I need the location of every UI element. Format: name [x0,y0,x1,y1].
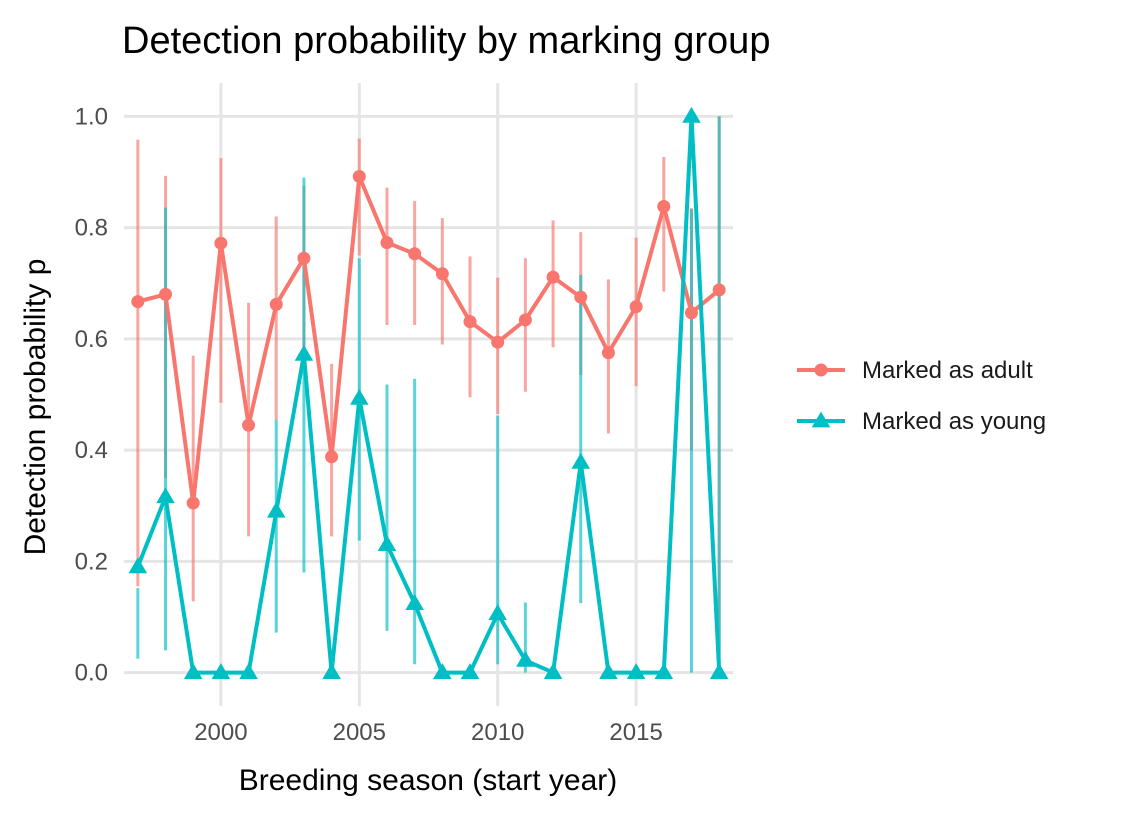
data-point-young [543,663,563,679]
data-point-young [266,501,286,518]
data-point-young [682,106,701,123]
gridlines [124,83,733,706]
data-point-young [239,663,258,679]
data-point-adult [186,496,200,510]
data-point-adult [518,313,532,327]
legend-key-marker-adult [814,363,828,377]
data-point-adult [684,306,698,320]
data-point-adult [491,335,505,349]
data-point-young [516,650,535,667]
data-point-adult [269,297,283,311]
x-tick-label: 2015 [609,719,662,746]
y-tick-label: 0.6 [75,326,108,353]
data-point-young [156,487,175,504]
legend-label-adult: Marked as adult [862,357,1033,384]
x-tick-label: 2010 [471,719,524,746]
data-point-adult [352,169,366,183]
data-point-adult [380,236,394,250]
y-tick-label: 0.2 [75,548,108,575]
data-point-young [350,388,369,405]
data-point-young [183,663,203,679]
y-axis-title: Detection probability p [19,259,52,556]
data-point-adult [408,247,422,261]
series-line-adult [137,174,721,505]
data-point-young [377,535,397,552]
chart-title: Detection probability by marking group [122,20,770,62]
data-point-adult [131,295,145,309]
x-tick-label: 2005 [333,719,386,746]
legend-key-marker-young [811,411,831,428]
data-point-adult [601,346,615,360]
data-point-young [488,604,507,620]
y-tick-label: 0.0 [75,660,108,687]
error-bars [136,116,721,673]
series-line-young [135,114,722,675]
data-point-young [294,344,314,361]
data-point-adult [463,315,477,329]
y-tick-label: 1.0 [75,103,108,130]
data-point-adult [435,267,449,281]
data-point-young [322,663,341,679]
series-markers [128,106,729,679]
data-point-adult [297,251,311,265]
series-lines [135,114,722,675]
data-point-young [571,452,591,469]
data-point-young [654,663,674,679]
legend: Marked as adult Marked as young [797,357,1046,435]
data-point-young [626,663,646,679]
data-point-adult [629,300,643,314]
data-point-adult [325,450,339,464]
data-point-adult [159,287,173,301]
data-point-young [405,594,424,610]
data-point-young [433,663,452,679]
data-point-young [460,663,480,679]
y-tick-label: 0.8 [75,215,108,242]
tick-labels: 0.0 0.2 0.4 0.6 0.8 1.0 2000 2005 2010 2015 [75,103,663,746]
data-point-adult [214,236,228,250]
data-point-adult [574,290,588,304]
data-point-adult [546,270,560,284]
data-point-young [211,663,231,679]
data-point-adult [712,283,726,297]
data-point-adult [657,199,671,213]
data-point-adult [242,418,256,432]
data-point-young [709,663,729,679]
data-point-young [599,663,618,679]
x-axis-title: Breeding season (start year) [239,764,618,797]
legend-label-young: Marked as young [862,408,1046,435]
x-tick-label: 2000 [194,719,247,746]
data-point-young [128,557,148,574]
y-tick-label: 0.4 [75,437,108,464]
